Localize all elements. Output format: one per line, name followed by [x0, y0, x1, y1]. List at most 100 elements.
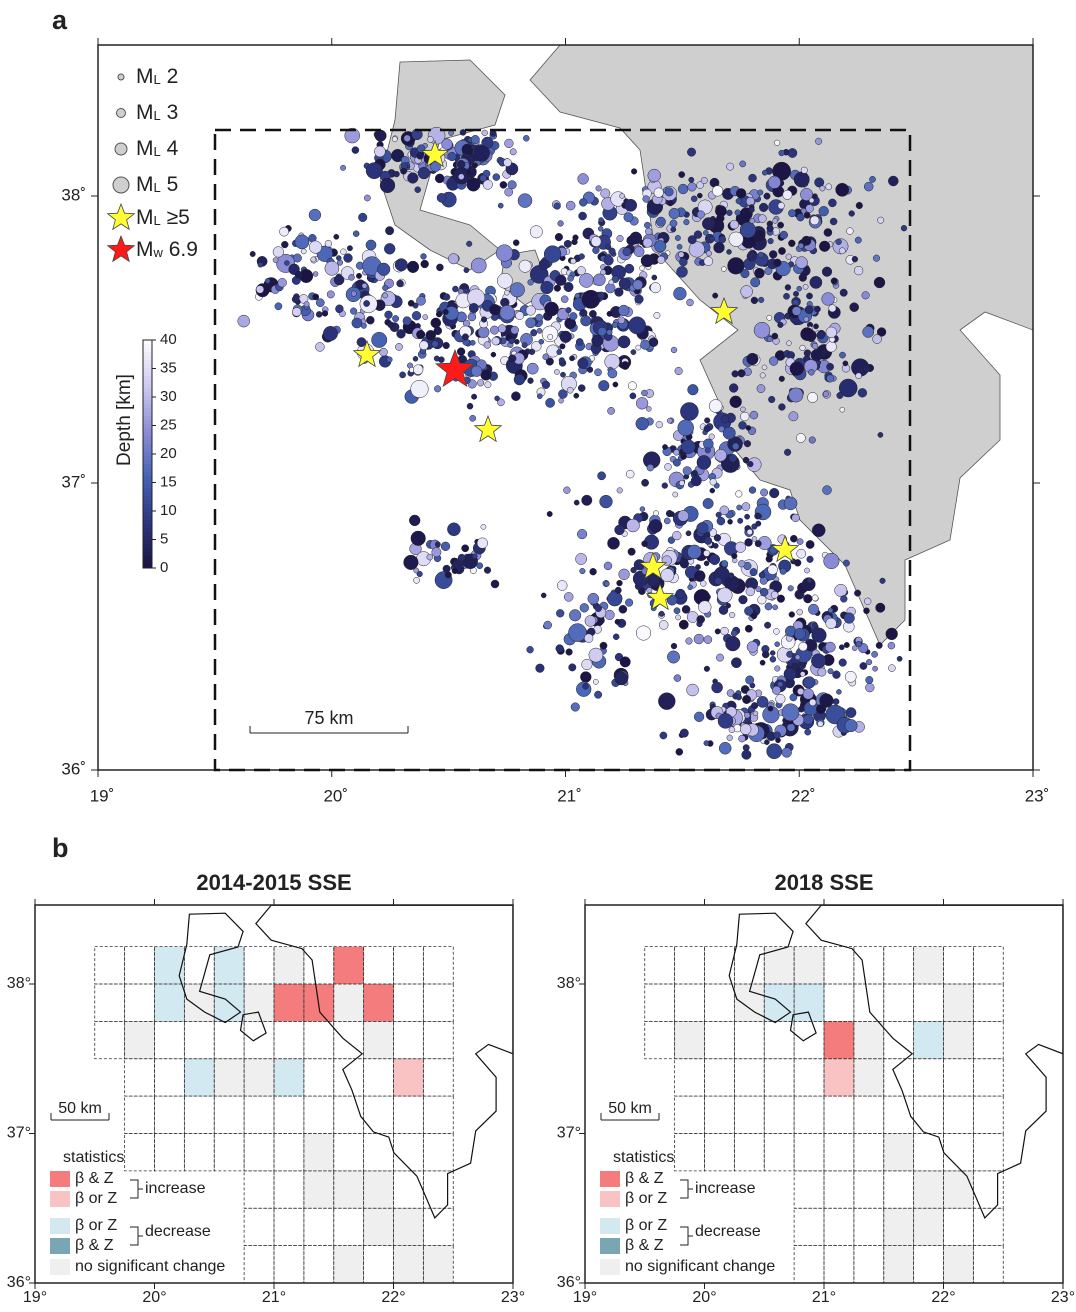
event-dot	[482, 179, 493, 190]
event-dot	[497, 398, 505, 407]
event-dot	[810, 349, 823, 362]
event-dot	[879, 577, 886, 584]
event-dot	[284, 260, 290, 266]
event-dot	[315, 298, 325, 308]
colorbar-cell	[143, 556, 152, 561]
event-dot	[452, 285, 459, 293]
event-dot	[826, 374, 835, 383]
colorbar-cell	[143, 452, 152, 457]
event-dot	[743, 440, 752, 448]
event-dot	[661, 482, 668, 489]
event-dot	[420, 253, 427, 260]
event-dot	[887, 641, 896, 650]
event-dot	[568, 623, 587, 642]
event-dot	[857, 388, 868, 398]
event-dot	[333, 274, 345, 286]
event-dot	[703, 256, 714, 266]
event-dot	[582, 683, 589, 690]
event-dot	[836, 689, 842, 695]
grid-cell	[333, 946, 365, 985]
event-dot	[512, 239, 520, 246]
event-dot	[673, 674, 682, 682]
event-dot	[788, 239, 796, 247]
grid-cell	[273, 1245, 305, 1283]
event-dot	[249, 251, 256, 257]
colorbar-cell	[143, 508, 152, 513]
event-dot	[687, 384, 699, 396]
x-tick-label: 19°	[23, 1289, 47, 1306]
legend-label: β & Z	[75, 1170, 114, 1187]
event-dot	[778, 375, 785, 382]
event-dot	[817, 667, 827, 677]
event-dot	[481, 129, 488, 137]
event-dot	[559, 330, 572, 343]
grid-cell	[943, 1170, 974, 1209]
event-dot	[796, 538, 804, 545]
event-dot	[759, 202, 769, 212]
event-dot	[457, 553, 466, 562]
event-dot	[563, 239, 572, 248]
event-dot	[542, 353, 550, 361]
legend-symbol	[106, 234, 136, 263]
star-event	[638, 551, 668, 580]
event-dot	[687, 147, 696, 157]
event-dot	[675, 614, 681, 621]
grid-cell	[243, 1170, 275, 1209]
event-dot	[514, 339, 520, 345]
event-dot	[726, 209, 733, 216]
event-dot	[567, 275, 574, 282]
colorbar-cell	[143, 380, 152, 385]
grid-cell	[393, 1020, 424, 1060]
event-dot	[563, 592, 574, 602]
event-dot	[666, 594, 678, 606]
event-dot	[790, 534, 798, 543]
event-dot	[758, 214, 767, 223]
event-dot	[793, 171, 810, 188]
event-dot	[465, 169, 472, 176]
event-dot	[709, 487, 716, 494]
event-dot	[783, 292, 790, 300]
event-dot	[559, 343, 566, 350]
grid-cell	[853, 1095, 885, 1134]
event-dot	[752, 710, 759, 717]
event-dot	[470, 135, 480, 144]
event-dot	[791, 513, 800, 523]
event-dot	[547, 333, 554, 340]
event-dot	[731, 552, 738, 560]
grid-cell	[704, 1133, 735, 1172]
event-dot	[788, 209, 797, 218]
event-dot	[595, 185, 602, 192]
mainshock	[434, 348, 476, 388]
event-dot	[461, 333, 469, 341]
legend-label: β & Z	[625, 1170, 664, 1187]
event-dot	[809, 698, 817, 707]
event-dot	[556, 580, 568, 591]
grid-cell	[913, 1245, 944, 1283]
event-dot	[827, 607, 834, 614]
event-dot	[563, 486, 571, 494]
colorbar-tick-label: 35	[160, 359, 177, 376]
event-dot	[805, 204, 814, 213]
grid-cell	[274, 1058, 304, 1097]
grid-cell	[333, 1020, 365, 1060]
grid-cell	[183, 946, 215, 985]
legend-label: β or Z	[625, 1217, 667, 1234]
grid-cell	[793, 1207, 825, 1247]
event-dot	[838, 247, 846, 255]
event-dot	[667, 200, 674, 207]
grid-cell	[972, 1020, 1004, 1060]
event-dot	[675, 588, 686, 599]
event-dot	[597, 291, 605, 300]
event-dot	[607, 368, 618, 379]
event-dot	[759, 372, 766, 379]
legend-swatch	[50, 1238, 70, 1254]
event-dot	[555, 644, 564, 653]
event-dot	[773, 731, 781, 739]
grid-cell	[393, 1095, 424, 1134]
event-dot	[336, 255, 342, 261]
event-dot	[721, 560, 729, 568]
event-dot	[766, 743, 783, 760]
grid-cell	[273, 946, 305, 985]
event-dot	[576, 266, 586, 276]
event-dot	[361, 282, 368, 289]
